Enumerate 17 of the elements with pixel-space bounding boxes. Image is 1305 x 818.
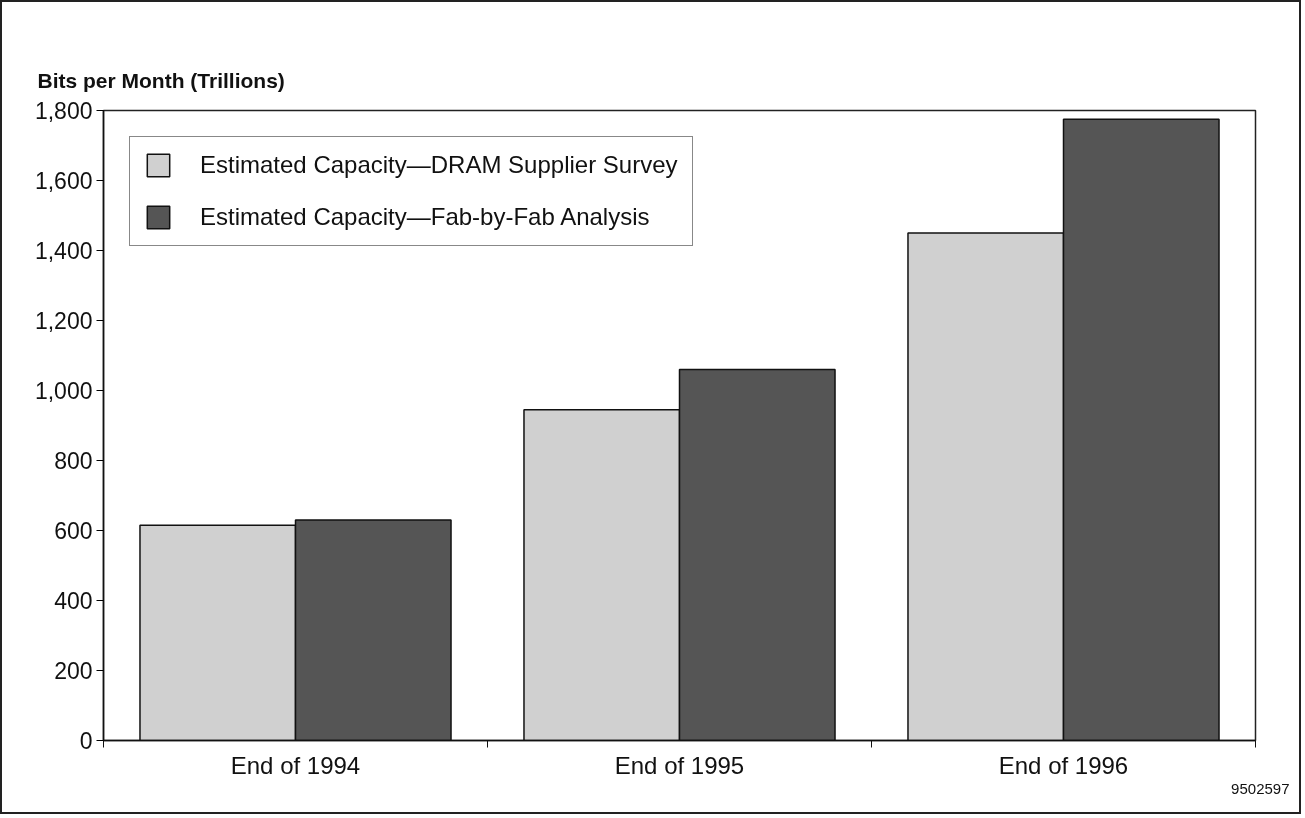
x-tick-label: End of 1996 — [998, 751, 1129, 779]
legend-label: Estimated Capacity—Fab-by-Fab Analysis — [200, 203, 650, 231]
y-tick-label: 0 — [79, 728, 93, 754]
y-tick-label: 1,200 — [34, 308, 93, 334]
y-tick-label: 1,400 — [34, 238, 93, 264]
x-tick-label: End of 1995 — [614, 751, 745, 779]
y-tick-label: 1,000 — [34, 378, 93, 404]
y-tick-label: 800 — [54, 448, 93, 474]
y-axis-title: Bits per Month (Trillions) — [37, 68, 285, 92]
text: 9502597 — [1231, 779, 1290, 797]
y-tick-label: 200 — [54, 658, 93, 684]
x-tick-label: End of 1994 — [230, 751, 361, 779]
y-tick-label: 400 — [54, 588, 93, 614]
y-tick-label: 1,600 — [34, 168, 93, 194]
y-tick-label: 600 — [54, 518, 93, 544]
legend-label: Estimated Capacity—DRAM Supplier Survey — [200, 151, 678, 179]
y-tick-label: 1,800 — [34, 98, 93, 124]
